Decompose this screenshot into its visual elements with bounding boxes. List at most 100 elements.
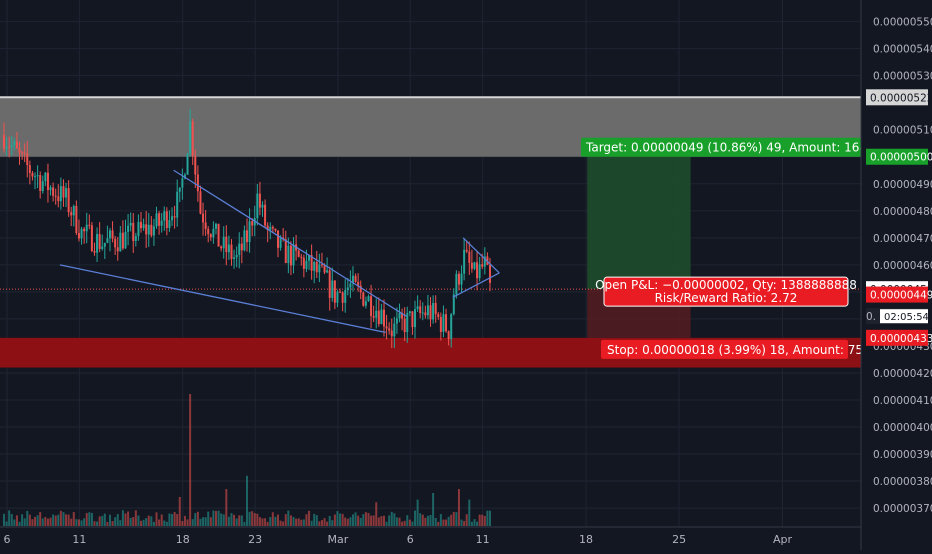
stop-price-badge-background	[866, 329, 928, 346]
candle-body	[163, 211, 166, 221]
volume-bar	[8, 510, 11, 526]
candle-body	[220, 246, 223, 249]
volume-bar	[455, 512, 458, 526]
candle-body	[140, 221, 143, 229]
candle-body	[217, 223, 220, 247]
volume-bar	[150, 516, 153, 526]
candle-body	[186, 153, 189, 175]
volume-bar	[3, 513, 5, 526]
candle-body	[52, 187, 55, 196]
volume-bar	[478, 514, 481, 526]
volume-bar	[52, 514, 55, 526]
candle-body	[393, 323, 396, 337]
volume-bar	[240, 515, 243, 526]
candle-body	[305, 260, 308, 269]
volume-bar	[233, 514, 236, 526]
resistance-price-badge-text: 0.00000522	[870, 92, 932, 104]
candle-body	[349, 283, 352, 288]
candle-body	[414, 309, 417, 328]
volume-bar	[119, 520, 122, 526]
volume-bar	[256, 513, 259, 526]
volume-bar	[406, 515, 409, 526]
volume-bar	[132, 517, 135, 526]
volume-bar	[364, 512, 367, 526]
candle-body	[225, 236, 228, 253]
candle-body	[230, 244, 233, 260]
candle-body	[23, 152, 26, 154]
candle-body	[429, 305, 432, 320]
candle-body	[150, 224, 153, 236]
target-zone[interactable]	[587, 156, 691, 290]
candle-body	[346, 287, 349, 291]
open-pnl-text: Open P&L: −0.00000002, Qty: 1388888888	[595, 278, 857, 292]
position-labels: Target: 0.00000049 (10.86%) 49, Amount: …	[581, 137, 894, 359]
volume-bar	[261, 518, 264, 526]
volume-bar	[424, 517, 427, 526]
volume-bar	[429, 514, 432, 526]
volume-bar	[158, 519, 161, 526]
volume-bar	[266, 521, 269, 526]
candle-body	[155, 213, 158, 227]
volume-bar	[75, 519, 78, 526]
current-price-badge-background	[866, 286, 928, 303]
volume-bar	[57, 514, 60, 526]
target-price-badge-text: 0.00000500	[870, 152, 932, 164]
candle-body	[274, 228, 277, 231]
volume-bar	[351, 514, 354, 526]
candle-body	[240, 243, 243, 251]
resistance-price-badge-background	[866, 89, 928, 106]
volume-bar	[36, 515, 39, 526]
trendline-triangle-upper[interactable]	[462, 237, 500, 274]
candle-body	[46, 172, 49, 191]
candle-body	[357, 281, 360, 286]
trendlines[interactable]	[59, 169, 500, 334]
volume-bar	[426, 515, 429, 526]
volume-bar	[108, 514, 111, 526]
trendline-falling-wedge-upper[interactable]	[173, 169, 407, 317]
candle-body	[191, 121, 194, 156]
volume-bar	[460, 519, 463, 526]
volume-bar	[401, 521, 404, 526]
price-tick-label: 0.00000390	[873, 449, 932, 461]
candle-body	[380, 309, 383, 324]
candle-body	[3, 135, 5, 149]
zones	[0, 96, 861, 368]
volume-bar	[103, 513, 106, 526]
candle-body	[359, 285, 362, 293]
volume-bar	[468, 499, 471, 526]
candle-body	[21, 152, 24, 154]
volume-bar	[140, 520, 143, 526]
candle-body	[209, 234, 212, 238]
candle-body	[8, 146, 11, 148]
volume-bar	[199, 518, 202, 526]
price-tick-label: 0.00000460	[873, 260, 932, 272]
volume-bar	[121, 510, 124, 526]
volume-bar	[271, 512, 274, 526]
trendline-falling-wedge-lower[interactable]	[59, 264, 386, 334]
volume-bar	[292, 517, 295, 526]
candle-body	[478, 264, 481, 279]
volume-bar	[258, 517, 261, 526]
volume-bar	[403, 520, 406, 526]
volume-bar	[313, 513, 316, 526]
candle-body	[292, 244, 295, 266]
volume-bar	[5, 521, 8, 526]
price-tick-label: 0.00000410	[873, 395, 932, 407]
candle-body	[127, 225, 130, 232]
volume-bar	[264, 518, 267, 526]
volume-bar	[145, 518, 148, 526]
candle-body	[398, 312, 401, 319]
candle-body	[202, 213, 205, 223]
candle-body	[481, 264, 484, 267]
volume-bar	[186, 519, 189, 526]
time-axis-ticks[interactable]: 6 11 18 23 Mar 6 11 18 25 Apr	[4, 533, 793, 546]
volume-bar	[46, 518, 49, 526]
candle-body	[77, 233, 80, 239]
volume-bar	[127, 511, 130, 526]
candle-body	[93, 251, 96, 253]
candle-body	[245, 230, 248, 243]
time-tick-label: 25	[672, 533, 686, 546]
trendline-triangle-lower[interactable]	[452, 272, 500, 298]
